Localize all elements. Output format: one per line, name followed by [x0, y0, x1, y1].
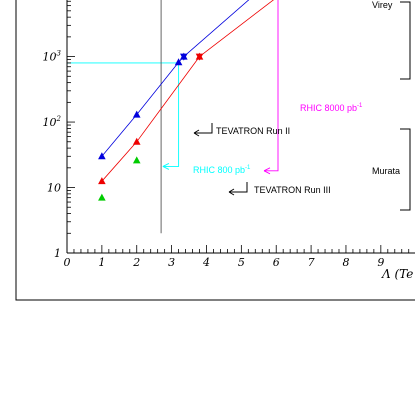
data-point-marker [98, 152, 106, 160]
data-point-marker [132, 156, 141, 164]
data-point-marker [98, 193, 106, 201]
x-tick-label: 4 [202, 256, 210, 269]
virey-label: Virey [372, 0, 393, 10]
axes: 0123456789110102103104 [43, 0, 415, 269]
data-point-marker [174, 58, 183, 66]
data-point-marker [98, 177, 106, 185]
frame-border [15, 0, 415, 301]
reference-line [264, 0, 279, 172]
data-markers [98, 52, 204, 201]
tevatron-run2-arrow [194, 123, 213, 134]
murata-label: Murata [372, 166, 400, 176]
x-tick-label: 0 [64, 256, 71, 269]
y-tick-label: 1 [54, 247, 61, 260]
y-tick-label: 103 [43, 50, 62, 64]
data-point-marker [132, 110, 141, 118]
series-line [199, 0, 274, 57]
reference-arrowhead [162, 163, 170, 170]
x-tick-label: 8 [342, 256, 349, 269]
rhic-800-label: RHIC 800 pb-1 [193, 165, 251, 175]
reference-arrowhead [263, 167, 271, 175]
tevatron-run3-arrowhead [228, 188, 235, 196]
series-line [183, 0, 250, 57]
x-tick-label: 7 [308, 256, 315, 269]
murata-bracket [400, 128, 411, 211]
data-point-marker [132, 137, 141, 145]
tevatron-run2-arrowhead [193, 129, 200, 137]
x-tick-label: 1 [98, 256, 105, 269]
reference-line [67, 62, 180, 167]
x-tick-label: 6 [273, 256, 280, 269]
y-tick-label: 102 [43, 115, 62, 129]
virey-bracket [400, 1, 411, 80]
x-tick-label: 5 [238, 256, 245, 269]
x-axis-title: Λ (Te [381, 267, 413, 281]
right-brackets [400, 1, 411, 211]
rhic-8000-label: RHIC 8000 pb-1 [300, 103, 363, 113]
x-tick-label: 2 [132, 256, 140, 269]
tevatron-run3-arrow [229, 182, 248, 193]
tevatron-run2-label: TEVATRON Run II [216, 126, 290, 136]
y-tick-label: 10 [47, 182, 61, 195]
data-point-marker [195, 53, 204, 61]
annotations: Virey RHIC 8000 pb-1 TEVATRON Run II RHI… [193, 0, 400, 195]
data-point-marker [180, 53, 188, 61]
x-tick-label: 9 [377, 256, 384, 269]
tevatron-run3-label: TEVATRON Run III [254, 185, 331, 195]
annotation-arrows [193, 123, 248, 196]
x-tick-label: 3 [168, 256, 175, 269]
reference-lines [67, 0, 279, 234]
